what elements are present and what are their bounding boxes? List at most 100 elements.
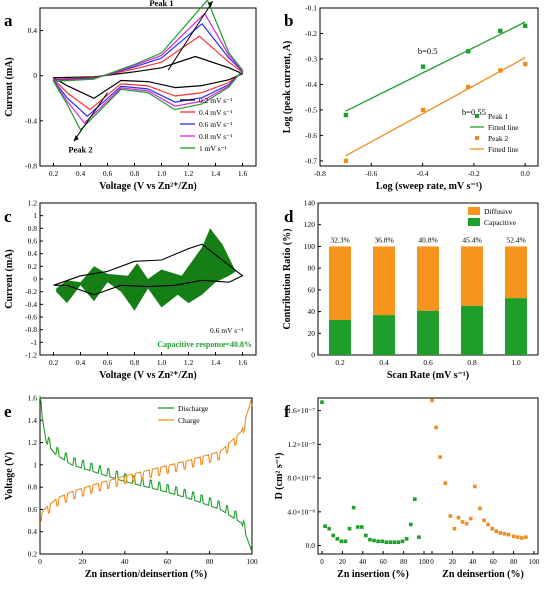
- panel-f-point-deinsertion: [519, 536, 524, 540]
- panel-f-ytick-label: 8.0×10⁻⁸: [287, 474, 315, 483]
- panel-f-point-insertion: [413, 497, 417, 501]
- panel-b-ytick-label: -0.2: [305, 29, 317, 38]
- panel-e-ytick-label: 1: [33, 460, 37, 469]
- panel-f-point-insertion: [355, 525, 360, 529]
- panel-d-ytick-label: 140: [304, 199, 316, 208]
- panel-c-ytick-label: 1: [33, 211, 37, 220]
- panel-f-point-insertion: [359, 525, 364, 529]
- panel-f-xtick-label: 40: [359, 558, 367, 566]
- panel-d-xlabel: Scan Rate (mV s⁻¹): [387, 370, 469, 381]
- panel-c-xlabel: Voltage (V vs Zn²⁺/Zn): [99, 370, 196, 381]
- panel-b-xtick-label: 0.0: [520, 169, 530, 178]
- panel-d-bar-diffusive: [329, 246, 351, 320]
- panel-f-xtick-label: 60: [380, 558, 388, 566]
- panel-f-point-insertion: [404, 537, 409, 541]
- panel-d-xtick-label: 0.6: [423, 358, 433, 367]
- panel-f-point-insertion: [335, 537, 340, 541]
- panel-a-peak2-arrow: [73, 92, 108, 142]
- panel-f-point-insertion: [400, 539, 405, 544]
- panel-e-ylabel: Voltage (V): [4, 452, 15, 500]
- panel-d-bar-capacitive: [505, 298, 527, 355]
- panel-f-point-insertion: [327, 526, 331, 531]
- panel-f-point-insertion: [417, 535, 421, 539]
- panel-f-point-insertion: [384, 540, 389, 544]
- panel-c-ytick-label: 0: [33, 275, 37, 284]
- panel-d-ytick-label: 100: [304, 242, 316, 251]
- panel-a-peak1-arrowhead: [207, 1, 213, 8]
- panel-letter-b: b: [284, 11, 293, 30]
- panel-f-point-insertion: [376, 539, 380, 544]
- panel-a-ytick-label: 0.4: [28, 26, 38, 35]
- panel-c-xtick-label: 0.6: [103, 358, 113, 367]
- panel-c-ytick-label: 0.8: [28, 224, 38, 233]
- panel-c-ytick-label: -0.6: [25, 313, 37, 322]
- panel-c-ytick-label: 0.2: [28, 262, 38, 271]
- panel-b-annotation-b1: b=0.5: [418, 46, 438, 56]
- panel-c-ylabel: Current (mA): [4, 249, 15, 309]
- panel-f-xtick-label: 0: [320, 558, 324, 566]
- panel-f-point-insertion: [372, 538, 376, 543]
- panel-a-ylabel: Current (mA): [4, 57, 15, 117]
- panel-a-cv-curve-1: [52, 35, 244, 111]
- panel-f-point-deinsertion: [452, 526, 457, 531]
- panel-f-point-deinsertion: [430, 398, 434, 403]
- panel-b-ylabel: Log (peak current, A): [282, 41, 293, 134]
- panel-a-ytick-label: -0.4: [25, 116, 37, 125]
- panel-a-peak2-arrowhead: [73, 135, 79, 142]
- panel-a-xtick-label: 1.6: [238, 169, 248, 178]
- panel-letter-f: f: [284, 402, 290, 421]
- panel-b-legend-label: Fitted line: [488, 123, 519, 132]
- panel-c-ytick-label: -0.4: [25, 300, 37, 309]
- panel-d-data-label: 52.4%: [506, 235, 525, 244]
- panel-d-bar-diffusive: [461, 246, 483, 306]
- panel-e-xtick-label: 100: [246, 557, 258, 566]
- panel-f-point-deinsertion: [482, 518, 486, 523]
- panel-f-xtick-label: 100: [529, 558, 540, 566]
- panel-f-xtick-label: 20: [339, 558, 347, 566]
- panel-c-xtick-label: 0.4: [76, 358, 86, 367]
- panel-f-point-deinsertion: [434, 425, 438, 430]
- panel-b-ytick-label: -0.3: [305, 54, 317, 63]
- panel-b-legend-swatch: [475, 114, 479, 118]
- panel-c-ytick-label: -1.2: [25, 351, 37, 360]
- panel-f-ytick-label: 0.0: [306, 541, 316, 550]
- panel-c-xtick-label: 1.2: [184, 358, 194, 367]
- panel-f-point-insertion: [408, 522, 413, 527]
- panel-a-xtick-label: 0.6: [103, 169, 113, 178]
- panel-f-point-deinsertion: [460, 520, 465, 524]
- panel-e-ytick-label: 0.6: [28, 505, 38, 514]
- panel-letter-c: c: [4, 207, 12, 226]
- panel-b-annotation-b2: b=0.55: [462, 107, 486, 117]
- panel-d-ytick-label: 40: [308, 307, 316, 316]
- panel-f-point-deinsertion: [438, 455, 442, 459]
- panel-e-ytick-label: 1.2: [28, 438, 38, 447]
- panel-b-legend-label: Fitted line: [488, 145, 519, 154]
- panel-f-point-deinsertion: [468, 516, 473, 521]
- panel-a-cv-curve-0: [52, 55, 244, 99]
- panel-f-frame: [317, 397, 539, 555]
- panel-e-xlabel: Zn insertion/deinsertion (%): [85, 569, 207, 580]
- panel-b-point: [466, 49, 471, 54]
- panel-e-legend-label: Discharge: [178, 404, 209, 413]
- panel-letter-e: e: [4, 402, 12, 421]
- panel-f-point-deinsertion: [506, 532, 511, 537]
- panel-f-point-insertion: [320, 400, 324, 405]
- panel-e-xtick-label: 60: [163, 557, 171, 566]
- panel-f-point-insertion: [339, 539, 344, 544]
- panel-e-ytick-label: 0.4: [28, 527, 38, 536]
- panel-f-xtick-label: 100: [419, 558, 430, 566]
- panel-f-xtick-label: 60: [490, 558, 498, 566]
- panel-b-point: [343, 158, 349, 164]
- panel-f-xtick-label: 20: [449, 558, 457, 566]
- panel-b-point: [522, 61, 528, 67]
- panel-d-ytick-label: 120: [304, 220, 316, 229]
- panel-b-xtick-label: -0.6: [365, 169, 377, 178]
- panel-f-point-deinsertion: [494, 529, 499, 534]
- panel-d-data-label: 32.3%: [330, 235, 349, 244]
- panel-b-point: [420, 64, 426, 69]
- panel-b-point: [522, 23, 528, 29]
- panel-letter-a: a: [4, 11, 13, 30]
- panel-f-point-insertion: [323, 524, 327, 528]
- panel-d-data-label: 40.8%: [418, 235, 437, 244]
